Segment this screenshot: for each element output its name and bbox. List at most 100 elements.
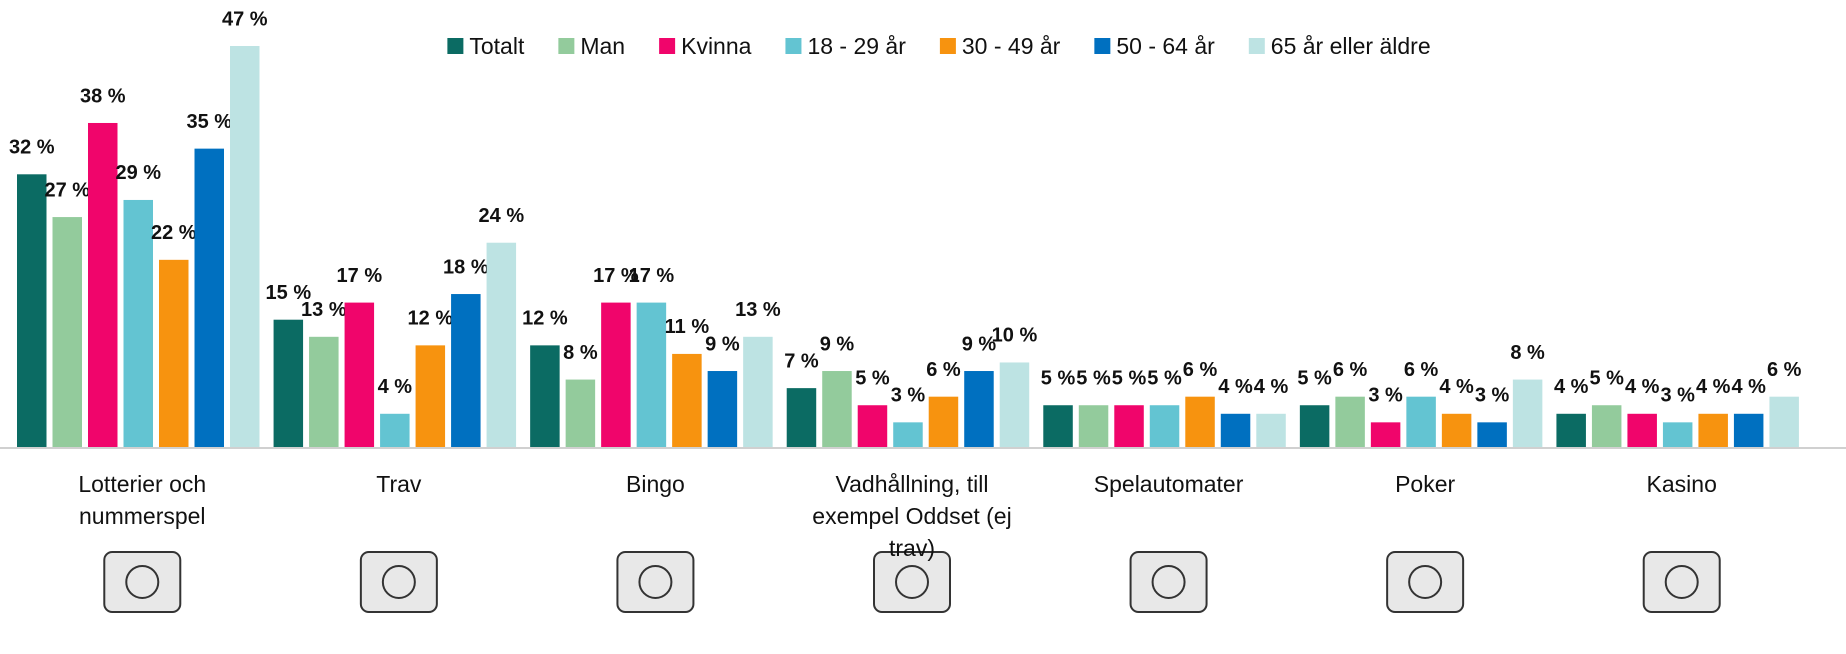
value-label: 9 % <box>820 333 855 355</box>
value-label: 12 % <box>408 308 454 330</box>
legend-swatch <box>785 38 802 54</box>
bar <box>565 379 596 448</box>
value-label: 5 % <box>855 368 890 390</box>
value-label: 47 % <box>222 8 268 30</box>
bar <box>52 217 82 448</box>
category-label: Poker <box>1395 471 1456 497</box>
bar <box>1441 413 1472 448</box>
value-label: 7 % <box>784 350 819 372</box>
value-label: 4 % <box>1731 376 1766 398</box>
bar <box>344 302 375 448</box>
legend-label: Kvinna <box>681 33 752 59</box>
icon-shape <box>895 565 929 599</box>
icon-shape <box>1129 551 1208 613</box>
category-label: Lotterier och nummerspel <box>78 471 207 529</box>
category-icon <box>359 551 438 613</box>
bar <box>1769 396 1799 448</box>
value-label: 3 % <box>1660 385 1695 407</box>
value-label: 6 % <box>1404 359 1439 381</box>
bar <box>273 319 304 448</box>
legend-label: 18 - 29 år <box>807 33 906 59</box>
bar <box>1220 413 1251 448</box>
legend-swatch <box>939 38 956 54</box>
bar <box>451 294 481 448</box>
bar <box>1078 405 1109 448</box>
category-label: Vadhållning, till exempel Oddset (ej tra… <box>812 471 1012 561</box>
value-label: 3 % <box>1368 385 1403 407</box>
value-label: 22 % <box>151 222 197 244</box>
bar <box>1185 396 1215 448</box>
icon-shape <box>873 551 951 613</box>
bar <box>743 336 773 448</box>
bar <box>194 148 224 448</box>
bar <box>230 46 260 448</box>
value-label: 13 % <box>301 299 347 321</box>
legend-swatch <box>1094 38 1111 54</box>
value-label: 35 % <box>186 111 232 133</box>
bar <box>999 362 1030 448</box>
value-label: 4 % <box>1254 376 1289 398</box>
bar <box>88 122 118 448</box>
value-label: 17 % <box>593 265 639 287</box>
value-label: 12 % <box>522 308 568 330</box>
value-label: 11 % <box>665 316 710 338</box>
category-label: Bingo <box>626 471 685 497</box>
bar <box>1335 396 1365 448</box>
category-label: Spelautomater <box>1093 471 1244 497</box>
category-icon <box>1386 551 1465 613</box>
value-label: 32 % <box>9 137 55 159</box>
bar <box>893 422 923 448</box>
icon-shape <box>1408 565 1443 599</box>
bar <box>1591 405 1622 448</box>
bar <box>1627 413 1657 448</box>
bar <box>1043 405 1073 448</box>
bar <box>380 413 410 448</box>
value-label: 8 % <box>1510 342 1545 364</box>
bar <box>636 302 667 448</box>
bar <box>1733 413 1764 448</box>
bar <box>672 353 702 448</box>
bar <box>123 199 153 448</box>
category-icon <box>103 551 182 613</box>
icon-shape <box>1151 565 1186 599</box>
bar <box>786 388 817 448</box>
icon-shape <box>638 565 673 599</box>
legend-label: Man <box>580 33 625 59</box>
bar <box>1662 422 1693 448</box>
value-label: 3 % <box>1475 385 1510 407</box>
value-label: 4 % <box>1218 376 1253 398</box>
value-label: 5 % <box>1589 368 1624 390</box>
bar <box>928 396 959 448</box>
category-icon <box>873 551 951 613</box>
legend-swatch <box>1248 38 1265 54</box>
value-label: 17 % <box>629 265 675 287</box>
bar <box>1512 379 1543 448</box>
icon-shape <box>1386 551 1465 613</box>
value-label: 4 % <box>378 376 413 398</box>
legend-label: Totalt <box>469 33 525 59</box>
value-label: 6 % <box>926 359 961 381</box>
bar <box>1556 413 1586 448</box>
icon-shape <box>359 551 438 613</box>
icon-shape <box>616 551 695 613</box>
category-icon <box>1129 551 1208 613</box>
value-label: 4 % <box>1439 376 1474 398</box>
value-label: 29 % <box>115 162 161 184</box>
bar <box>415 345 446 448</box>
bar <box>964 371 994 448</box>
bar <box>309 336 339 448</box>
icon-shape <box>103 551 182 613</box>
icon-shape <box>381 565 416 599</box>
bar <box>1406 396 1436 448</box>
bar <box>1698 413 1728 448</box>
legend-swatch <box>558 38 575 54</box>
value-label: 5 % <box>1297 368 1332 390</box>
icon-shape <box>125 565 160 599</box>
bar <box>1299 405 1330 448</box>
bar <box>1477 422 1507 448</box>
legend: Totalt Man Kvinna 18 - 29 år 30 - 49 år 50 - … <box>447 33 1431 59</box>
legend-swatch <box>447 38 464 54</box>
value-label: 5 % <box>1112 368 1147 390</box>
